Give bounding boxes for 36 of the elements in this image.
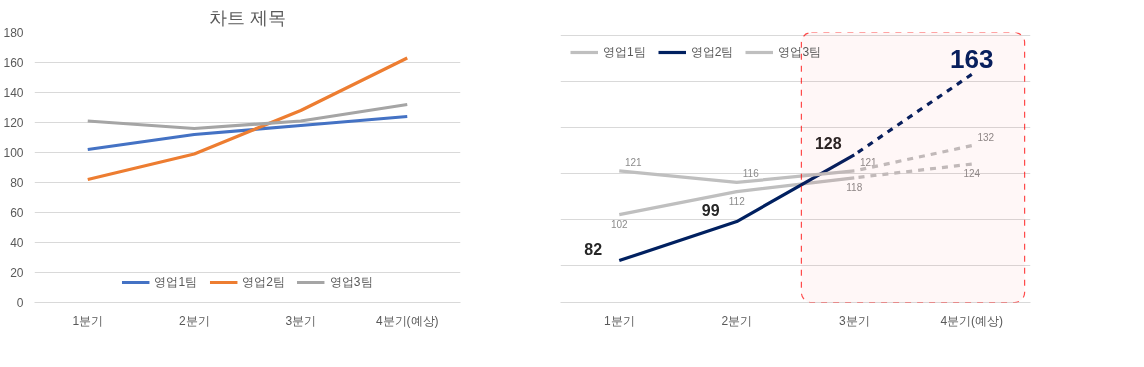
legend-label: 영업3팀 [778,43,822,61]
x-tick-label: 1분기 [603,313,635,328]
y-tick-label: 40 [10,236,24,250]
chart-title: 차트 제목 [209,7,287,28]
y-tick-label: 80 [10,176,24,190]
y-tick-label: 160 [3,56,24,70]
data-label: 99 [701,201,720,219]
x-tick-label: 1분기 [72,313,104,328]
legend-label: 영업3팀 [329,273,373,291]
legend-label: 영업1팀 [154,273,198,291]
y-tick-label: 0 [16,296,24,310]
y-tick-label: 120 [3,116,24,130]
y-tick-label: 180 [3,26,24,40]
y-tick-label: 20 [10,266,24,280]
data-label: 102 [610,218,629,230]
x-tick-label: 3분기 [285,313,317,328]
y-tick-label: 60 [10,206,24,220]
data-label: 118 [846,181,863,193]
data-label: 82 [584,240,603,258]
x-tick-label: 2분기 [721,313,753,328]
x-tick-label: 4분기(예상) [375,313,439,328]
y-tick-label: 140 [3,86,24,100]
y-tick-label: 100 [3,146,24,160]
legend-label: 영업2팀 [690,43,734,61]
legend-label: 영업1팀 [603,43,646,61]
data-label: 116 [742,168,760,180]
data-label: 163 [950,44,994,75]
data-label: 121 [624,156,643,168]
data-label: 128 [814,134,842,152]
data-label: 112 [728,195,746,207]
x-tick-label: 2분기 [178,313,210,328]
legend-label: 영업2팀 [242,273,285,291]
x-tick-label: 4분기(예상) [940,313,1004,328]
data-label: 132 [977,131,995,143]
data-label: 124 [963,168,981,180]
x-tick-label: 3분기 [838,313,870,328]
